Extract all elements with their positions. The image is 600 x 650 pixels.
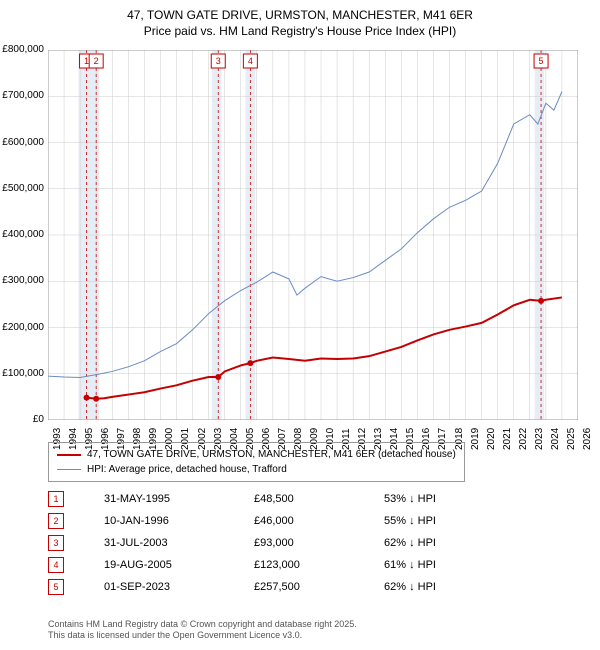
y-tick-label: £0 bbox=[0, 414, 44, 425]
svg-text:5: 5 bbox=[539, 56, 544, 66]
sale-date: 31-MAY-1995 bbox=[104, 493, 254, 505]
x-tick-label: 2026 bbox=[582, 428, 593, 450]
sale-marker-icon: 4 bbox=[48, 557, 64, 573]
sale-marker-icon: 1 bbox=[48, 491, 64, 507]
y-tick-label: £500,000 bbox=[0, 183, 44, 194]
table-row: 1 31-MAY-1995£48,50053% ↓ HPI bbox=[48, 488, 504, 510]
footer-line-1: Contains HM Land Registry data © Crown c… bbox=[48, 619, 357, 629]
svg-text:1: 1 bbox=[84, 56, 89, 66]
table-row: 3 31-JUL-2003£93,00062% ↓ HPI bbox=[48, 532, 504, 554]
table-row: 5 01-SEP-2023£257,50062% ↓ HPI bbox=[48, 576, 504, 598]
y-tick-label: £400,000 bbox=[0, 229, 44, 240]
sale-marker-icon: 2 bbox=[48, 513, 64, 529]
y-tick-label: £200,000 bbox=[0, 322, 44, 333]
sale-marker-icon: 3 bbox=[48, 535, 64, 551]
sale-marker-icon: 5 bbox=[48, 579, 64, 595]
legend-swatch-blue bbox=[57, 469, 81, 470]
svg-text:2: 2 bbox=[94, 56, 99, 66]
x-tick-label: 2022 bbox=[518, 428, 529, 450]
x-tick-label: 2023 bbox=[534, 428, 545, 450]
legend-swatch-red bbox=[57, 454, 81, 456]
sale-date: 19-AUG-2005 bbox=[104, 559, 254, 571]
legend-label-blue: HPI: Average price, detached house, Traf… bbox=[87, 462, 287, 477]
x-tick-label: 2020 bbox=[486, 428, 497, 450]
legend-label-red: 47, TOWN GATE DRIVE, URMSTON, MANCHESTER… bbox=[87, 447, 456, 462]
sale-date: 01-SEP-2023 bbox=[104, 581, 254, 593]
y-tick-label: £300,000 bbox=[0, 275, 44, 286]
sale-date: 10-JAN-1996 bbox=[104, 515, 254, 527]
sale-price: £46,000 bbox=[254, 515, 384, 527]
sale-price: £123,000 bbox=[254, 559, 384, 571]
sale-hpi: 61% ↓ HPI bbox=[384, 559, 504, 571]
x-tick-label: 2021 bbox=[502, 428, 513, 450]
sale-hpi: 62% ↓ HPI bbox=[384, 581, 504, 593]
sale-hpi: 55% ↓ HPI bbox=[384, 515, 504, 527]
sale-price: £48,500 bbox=[254, 493, 384, 505]
sale-date: 31-JUL-2003 bbox=[104, 537, 254, 549]
x-tick-label: 2019 bbox=[470, 428, 481, 450]
price-chart: 12 3 4 5 bbox=[48, 50, 578, 420]
title-line-1: 47, TOWN GATE DRIVE, URMSTON, MANCHESTER… bbox=[127, 8, 473, 22]
x-tick-label: 2025 bbox=[566, 428, 577, 450]
sale-hpi: 53% ↓ HPI bbox=[384, 493, 504, 505]
sales-table: 1 31-MAY-1995£48,50053% ↓ HPI 2 10-JAN-1996… bbox=[48, 488, 504, 598]
sale-hpi: 62% ↓ HPI bbox=[384, 537, 504, 549]
legend: 47, TOWN GATE DRIVE, URMSTON, MANCHESTER… bbox=[48, 442, 465, 482]
title-line-2: Price paid vs. HM Land Registry's House … bbox=[144, 24, 456, 38]
y-tick-label: £600,000 bbox=[0, 137, 44, 148]
footer-line-2: This data is licensed under the Open Gov… bbox=[48, 630, 302, 640]
svg-text:4: 4 bbox=[248, 56, 253, 66]
x-tick-label: 2024 bbox=[550, 428, 561, 450]
footer: Contains HM Land Registry data © Crown c… bbox=[48, 619, 357, 642]
y-tick-label: £700,000 bbox=[0, 90, 44, 101]
table-row: 4 19-AUG-2005£123,00061% ↓ HPI bbox=[48, 554, 504, 576]
table-row: 2 10-JAN-1996£46,00055% ↓ HPI bbox=[48, 510, 504, 532]
sale-price: £93,000 bbox=[254, 537, 384, 549]
svg-text:3: 3 bbox=[216, 56, 221, 66]
y-tick-label: £800,000 bbox=[0, 44, 44, 55]
chart-title: 47, TOWN GATE DRIVE, URMSTON, MANCHESTER… bbox=[0, 0, 600, 39]
sale-price: £257,500 bbox=[254, 581, 384, 593]
y-tick-label: £100,000 bbox=[0, 368, 44, 379]
